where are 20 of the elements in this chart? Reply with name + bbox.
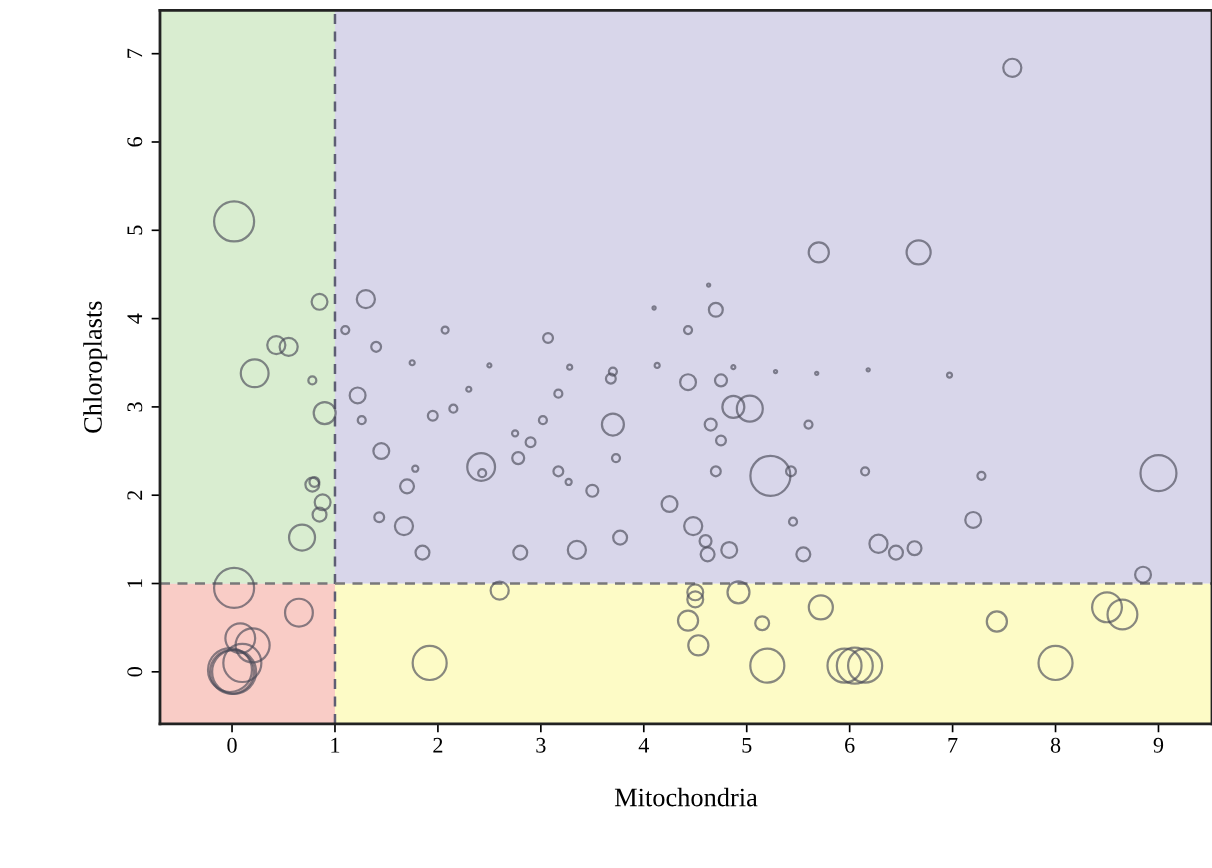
x-tick-label: 6 bbox=[845, 737, 855, 753]
x-axis-title: Mitochondria bbox=[614, 787, 758, 807]
x-tick-label: 4 bbox=[638, 737, 649, 753]
x-tick-label: 5 bbox=[742, 737, 752, 753]
x-tick-label: 0 bbox=[227, 737, 237, 753]
y-tick-label: 2 bbox=[127, 490, 143, 500]
x-tick-label: 8 bbox=[1050, 737, 1061, 753]
y-tick-label: 4 bbox=[127, 313, 143, 324]
y-tick-label: 3 bbox=[127, 402, 143, 412]
x-tick-label: 2 bbox=[433, 737, 443, 753]
y-tick-label: 1 bbox=[127, 579, 143, 588]
y-tick-label: 0 bbox=[127, 667, 143, 677]
x-tick-label: 1 bbox=[331, 737, 340, 753]
y-axis-title: Chloroplasts bbox=[83, 301, 108, 433]
x-tick-label: 3 bbox=[536, 737, 546, 753]
x-tick-label: 9 bbox=[1153, 737, 1164, 753]
x-tick-label: 7 bbox=[948, 737, 958, 753]
y-tick-label: 5 bbox=[127, 225, 143, 235]
y-tick-label: 6 bbox=[127, 137, 143, 147]
y-tick-label: 7 bbox=[127, 48, 143, 58]
